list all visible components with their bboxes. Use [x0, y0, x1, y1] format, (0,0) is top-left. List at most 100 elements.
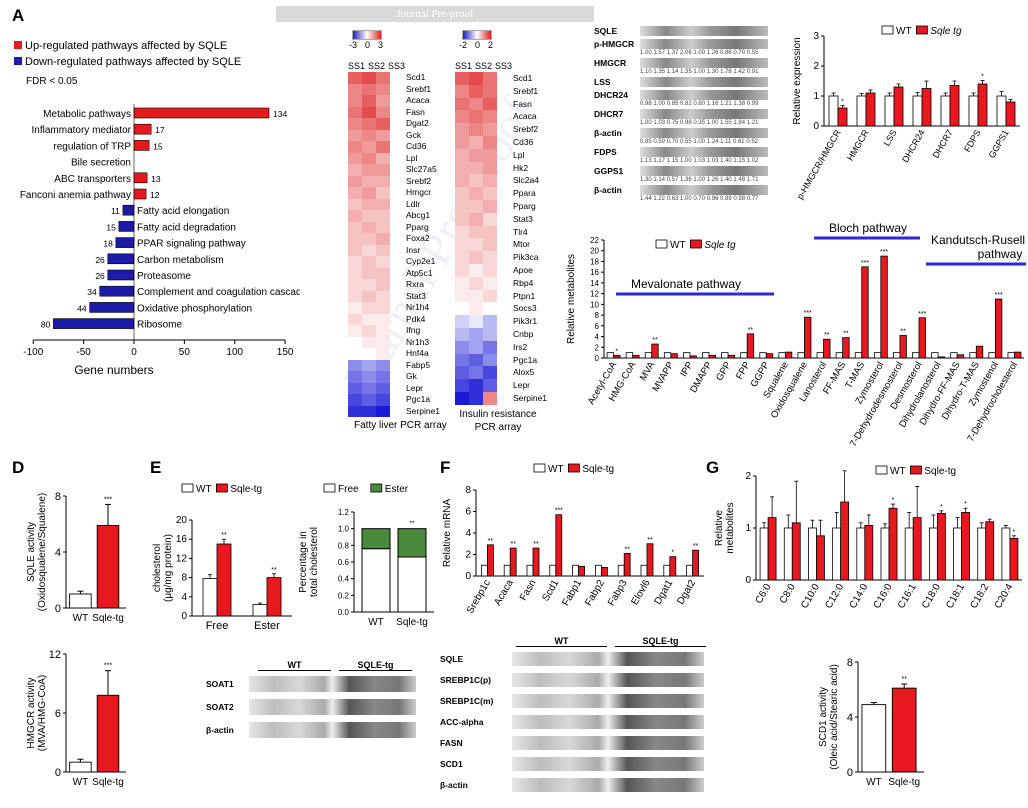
heatmap2-col-ss1: SS1: [455, 61, 473, 71]
pathway-label: Metabolic pathways: [43, 109, 131, 120]
gene-label: Rbp4: [513, 277, 534, 288]
gene-label: Pgc1a: [513, 354, 538, 365]
pathway-bar: [133, 188, 147, 200]
heatmap-cell: [348, 348, 362, 360]
heatmap-cell: [362, 141, 376, 153]
gene-label: Pgc1a: [406, 394, 431, 404]
heatmap-cell: [455, 238, 469, 252]
category-label: DHCR24: [900, 128, 927, 164]
heatmap1-tick-max: 3: [377, 40, 383, 50]
bar: [606, 352, 614, 359]
heatmap-row: [455, 123, 497, 136]
heatmap-cell: [362, 164, 376, 176]
heatmap-cell: [376, 359, 390, 371]
category-label: FPP: [734, 360, 753, 382]
bar: [968, 95, 979, 127]
legend-swatch: [916, 25, 928, 35]
heatmap-cell: [348, 325, 362, 337]
y-tick-label: 0: [181, 611, 187, 622]
heatmap-row: [455, 174, 497, 188]
y-axis-title: Percentage in: [298, 531, 309, 593]
heatmap-cell: [483, 340, 497, 354]
heatmap-row: [348, 313, 390, 325]
x-tick-label: -100: [23, 347, 43, 358]
heatmap-cell: [376, 256, 390, 268]
y-tick-label: 0: [745, 575, 751, 586]
heatmap-cell: [483, 225, 497, 239]
blot-band: [640, 89, 768, 100]
category-label: Srebp1c: [465, 578, 493, 616]
pathway-count: 15: [106, 222, 116, 232]
bar: [956, 354, 965, 359]
category-label: Sqle-tg: [888, 777, 920, 788]
x-tick-label: 100: [226, 347, 243, 358]
heatmap-cell: [362, 313, 376, 325]
legend-up-swatch: [14, 41, 22, 49]
bar-free: [397, 556, 427, 613]
bar: [937, 356, 945, 359]
gene-label: Fasn: [406, 106, 425, 117]
bar: [865, 92, 876, 127]
gene-label: Serpine1: [513, 392, 548, 403]
blot-row: ACC-alpha: [440, 713, 710, 731]
bar: [644, 352, 653, 359]
bar: [861, 704, 887, 773]
heatmap-cell: [348, 359, 362, 371]
legend-label: Sqle-tg: [230, 484, 262, 495]
gene-label: Lepr: [513, 380, 531, 391]
heatmap-cell: [455, 366, 469, 380]
blot-band: [640, 127, 768, 138]
blot-row: SOAT1: [206, 674, 416, 694]
significance-mark: ***: [880, 249, 888, 256]
heatmap-row: [455, 391, 497, 405]
bar: [893, 86, 904, 127]
blot-group-label: SQLE-tg: [339, 660, 412, 671]
blot-row: β-actin: [440, 776, 710, 794]
significance-mark: *: [892, 497, 895, 504]
legend-down-swatch: [14, 57, 22, 65]
gene-label: Insr: [406, 244, 421, 255]
heatmap-cell: [455, 212, 469, 226]
bar: [921, 88, 932, 127]
heatmap1-col-ss1: SS1: [348, 61, 366, 71]
percentage-cholesterol-chart: Free Ester 0.0 0.2 0.4 0.6 0.8 1.0 1.2 Percentage…: [298, 483, 434, 628]
bar: [856, 527, 866, 581]
gene-label: Slc27a5: [406, 164, 437, 174]
cholesterol-chart: WT Sqle-tg 0 4 8 12 16 20 cholesterol (μg/mg prot…: [152, 483, 292, 632]
gene-label: Srebf1: [513, 85, 539, 96]
heatmap-cell: [376, 72, 390, 84]
category-label: FDPS: [962, 128, 983, 154]
heatmap-cell: [362, 129, 376, 141]
heatmap-cell: [455, 84, 469, 98]
bar: [950, 352, 958, 359]
heatmap-cell: [469, 379, 483, 392]
y-tick-label: 12: [176, 553, 188, 564]
bar: [961, 512, 970, 581]
heatmap-row: [348, 95, 390, 107]
significance-mark: **: [488, 538, 494, 545]
bar: [600, 567, 608, 577]
pathway-label: Complement and coagulation cascades: [137, 287, 300, 298]
heatmap-row: [348, 405, 390, 417]
gene-label: Pdk4: [406, 313, 426, 324]
heatmap-row: [348, 279, 390, 291]
bar-ester: [397, 528, 427, 558]
blot-row: GGPS1: [594, 164, 774, 177]
heatmap-row: [348, 233, 390, 245]
legend-label: WT: [196, 484, 212, 495]
heatmap1-col-ss2: SS2: [368, 61, 386, 71]
blot-protein-label: ACC-alpha: [440, 717, 484, 727]
blot-protein-label: p-HMGCR: [594, 38, 635, 49]
pathway-bar: [133, 107, 270, 119]
y-tick-label: 0.0: [338, 608, 350, 617]
bar: [578, 565, 586, 577]
blot-row: p-HMGCR: [594, 37, 774, 50]
bar: [625, 352, 634, 359]
heatmap-cell: [483, 110, 497, 124]
blot-row: LSS: [594, 75, 774, 88]
blot-quant-values: 1.00 1.03 0.75 0.98 0.35 1.00 1.55 1.84 …: [640, 120, 759, 126]
gene-label: Abcg1: [406, 210, 431, 220]
pathway-label: Proteasome: [137, 271, 191, 282]
y-tick-label: 4: [595, 333, 600, 342]
pathway-bar: [89, 302, 135, 313]
